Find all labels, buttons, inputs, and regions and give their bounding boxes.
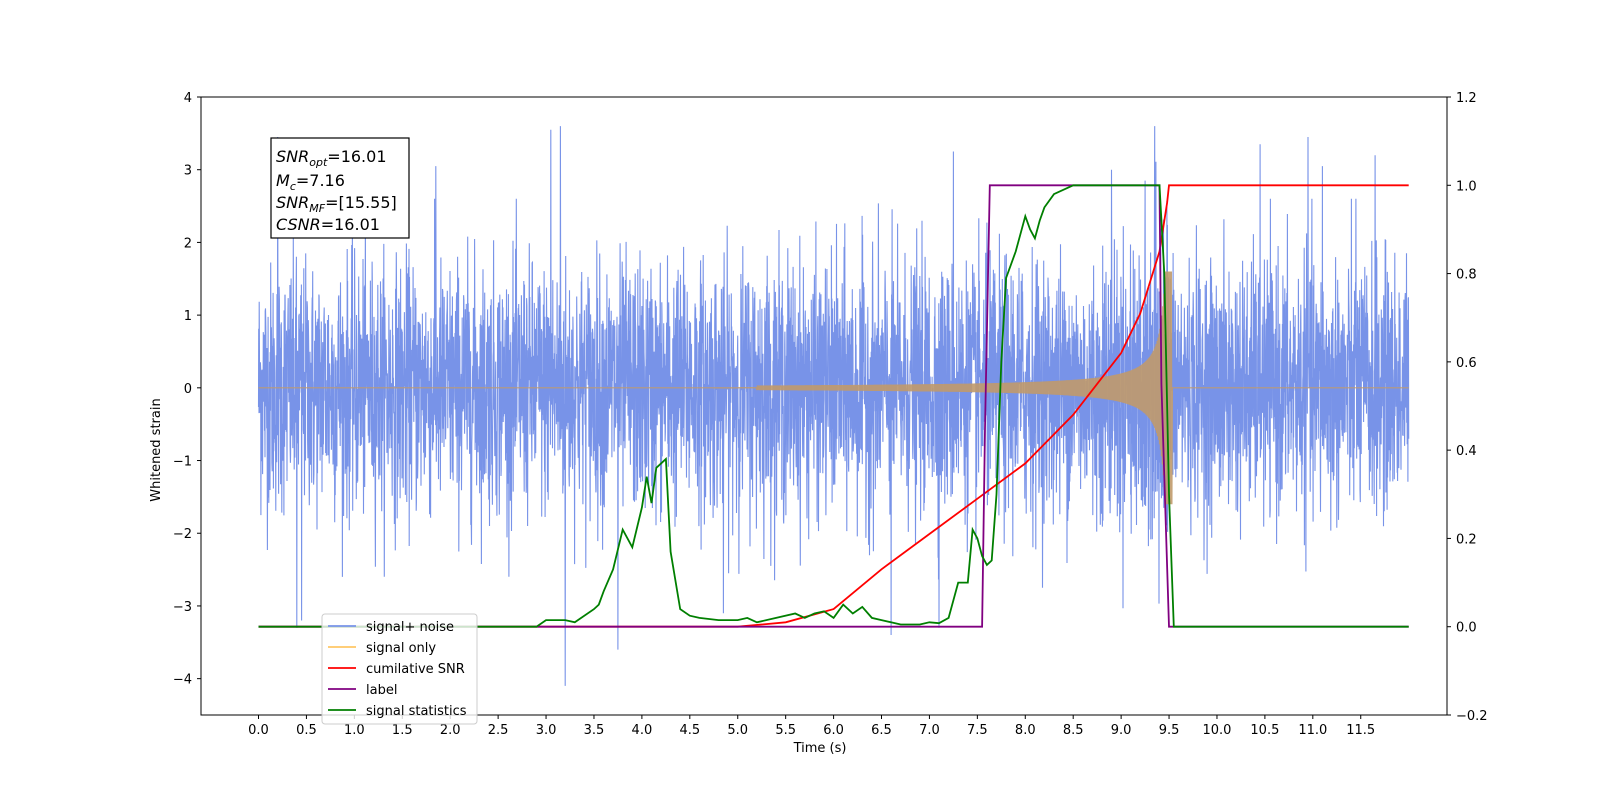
x-tick-label: 6.5 bbox=[871, 723, 892, 738]
x-tick-label: 11.5 bbox=[1346, 723, 1375, 738]
x-tick-label: 11.0 bbox=[1298, 723, 1327, 738]
y-left-tick-label: −2 bbox=[173, 527, 192, 542]
x-tick-label: 1.0 bbox=[344, 723, 365, 738]
x-tick-label: 5.0 bbox=[727, 723, 748, 738]
y-right-tick-label: 1.2 bbox=[1456, 91, 1477, 106]
y-right-tick-label: 1.0 bbox=[1456, 179, 1477, 194]
legend: signal+ noise signal only cumilative SNR la… bbox=[321, 613, 478, 725]
y-right-tick-label: 0.8 bbox=[1456, 268, 1477, 283]
x-tick-label: 4.0 bbox=[632, 723, 653, 738]
x-tick-label: 10.5 bbox=[1250, 723, 1279, 738]
x-tick-label: 4.5 bbox=[679, 723, 700, 738]
x-tick-label: 8.5 bbox=[1063, 723, 1084, 738]
y-right-tick-label: 0.0 bbox=[1456, 621, 1477, 636]
y-right-tick-label: 0.2 bbox=[1456, 532, 1477, 547]
series-signal-statistics bbox=[258, 184, 1409, 628]
legend-label: signal+ noise bbox=[366, 620, 454, 635]
x-tick-label: 6.0 bbox=[823, 723, 844, 738]
snr-opt-text: SNRopt=16.01 bbox=[276, 147, 387, 169]
x-tick-label: 3.5 bbox=[584, 723, 605, 738]
x-tick-label: 3.0 bbox=[536, 723, 557, 738]
x-axis-label: Time (s) bbox=[793, 741, 847, 756]
plot-area bbox=[257, 126, 1410, 686]
x-tick-label: 0.5 bbox=[296, 723, 317, 738]
mc-text: Mc=7.16 bbox=[276, 171, 345, 193]
y-left-tick-label: 2 bbox=[184, 236, 192, 251]
y-left-tick-label: 4 bbox=[184, 91, 192, 106]
y-right-tick-label: 0.4 bbox=[1456, 444, 1477, 459]
legend-label: signal statistics bbox=[366, 704, 467, 719]
x-tick-label: 1.5 bbox=[392, 723, 413, 738]
y-left-tick-label: −4 bbox=[173, 673, 192, 688]
y-axis-label-left: Whitened strain bbox=[149, 398, 164, 501]
legend-box bbox=[321, 613, 478, 725]
x-tick-label: 9.0 bbox=[1111, 723, 1132, 738]
x-tick-label: 2.5 bbox=[488, 723, 509, 738]
x-tick-label: 5.5 bbox=[775, 723, 796, 738]
y-left-tick-label: 3 bbox=[184, 164, 192, 179]
stats-annotation-box: SNRopt=16.01 Mc=7.16 SNRMF=[15.55] CSNR=… bbox=[270, 137, 410, 239]
y-right-tick-label: −0.2 bbox=[1456, 709, 1488, 724]
x-tick-label: 9.5 bbox=[1159, 723, 1180, 738]
legend-label: cumilative SNR bbox=[366, 662, 465, 677]
csnr-text: CSNR=16.01 bbox=[276, 215, 380, 234]
x-tick-label: 7.0 bbox=[919, 723, 940, 738]
y-left-tick-label: −3 bbox=[173, 600, 192, 615]
series-signal-noise bbox=[257, 126, 1410, 686]
series-signal-only bbox=[258, 271, 1409, 505]
y-right-tick-label: 0.6 bbox=[1456, 356, 1477, 371]
snr-mf-text: SNRMF=[15.55] bbox=[276, 193, 397, 215]
legend-label: label bbox=[366, 683, 397, 698]
x-tick-label: 7.5 bbox=[967, 723, 988, 738]
x-tick-label: 10.0 bbox=[1202, 723, 1231, 738]
x-tick-label: 2.0 bbox=[440, 723, 461, 738]
y-left-tick-label: 1 bbox=[184, 309, 192, 324]
x-tick-label: 0.0 bbox=[248, 723, 269, 738]
y-left-tick-label: 0 bbox=[184, 382, 192, 397]
axes-frame bbox=[200, 96, 1448, 716]
y-left-tick-label: −1 bbox=[173, 455, 192, 470]
axes: 0.0 0.5 1.0 1.5 2.0 2.5 3.0 3.5 4.0 4.5 5.0 5.5 6.0 6… bbox=[173, 91, 1488, 738]
x-tick-label: 8.0 bbox=[1015, 723, 1036, 738]
legend-label: signal only bbox=[366, 641, 436, 656]
